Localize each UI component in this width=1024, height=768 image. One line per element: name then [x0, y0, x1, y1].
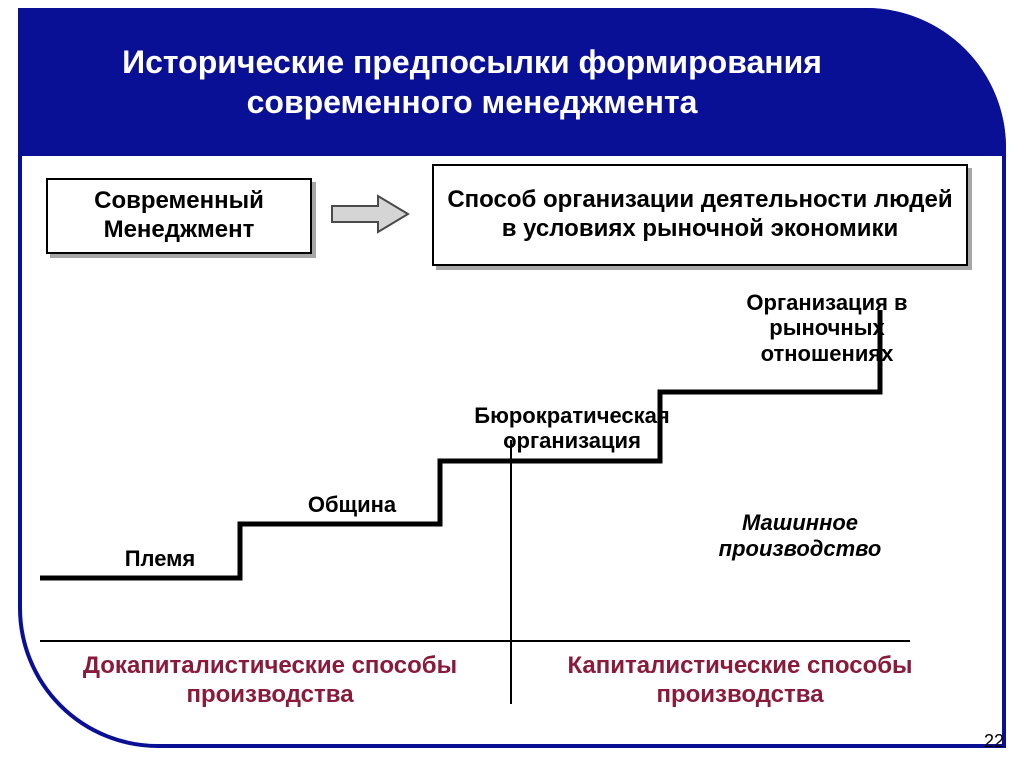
step-1-label: Племя	[100, 546, 220, 571]
step-3-label: Бюрократическая организация	[452, 403, 692, 454]
annotation-label: Машинное производство	[680, 510, 920, 563]
step-4-label: Организация в рыночных отношениях	[712, 290, 942, 366]
step-2-label: Община	[282, 492, 422, 517]
page-number: 22	[984, 731, 1004, 752]
vertical-divider	[510, 440, 512, 704]
horizontal-divider	[40, 640, 910, 642]
bottom-left-label: Докапиталистические способы производства	[60, 652, 480, 710]
bottom-right-label: Капиталистические способы производства	[530, 652, 950, 710]
